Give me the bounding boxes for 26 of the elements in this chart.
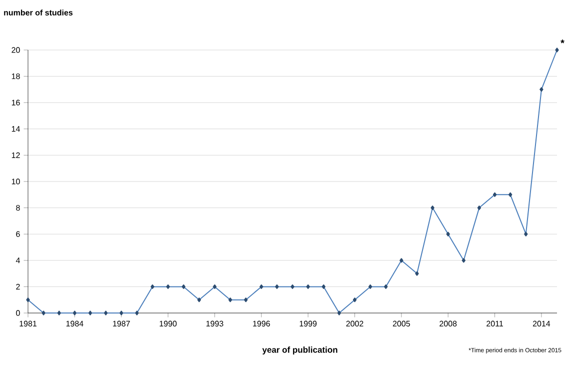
y-tick-label: 16 xyxy=(12,100,20,106)
x-tick-label: 1993 xyxy=(206,320,224,326)
x-tick-label: 2005 xyxy=(392,320,410,326)
y-tick-label: 14 xyxy=(12,126,20,132)
y-tick-label: 20 xyxy=(12,47,20,53)
y-axis-title: number of studies xyxy=(4,10,73,16)
x-tick-label: 1984 xyxy=(66,320,84,326)
x-tick-label: 1999 xyxy=(300,320,317,326)
x-tick-label: 1996 xyxy=(253,320,270,326)
y-tick-label: 6 xyxy=(16,231,20,237)
annotation: * xyxy=(560,40,564,44)
x-tick-label: 1987 xyxy=(113,320,130,326)
x-tick-label: 2011 xyxy=(486,320,503,326)
y-tick-label: 4 xyxy=(16,258,20,264)
x-tick-label: 2002 xyxy=(346,320,364,326)
x-tick-label: 2008 xyxy=(440,320,457,326)
y-tick-label: 10 xyxy=(12,178,20,184)
y-tick-label: 8 xyxy=(16,204,20,211)
x-axis-title: year of publication xyxy=(262,346,338,354)
x-tick-label: 2014 xyxy=(532,320,550,326)
x-tick-label: 1981 xyxy=(20,320,37,326)
y-tick-label: 18 xyxy=(12,73,20,80)
y-tick-label: 0 xyxy=(16,310,20,316)
y-tick-label: 12 xyxy=(12,152,20,158)
y-tick-label: 2 xyxy=(16,284,20,290)
x-tick-label: 1990 xyxy=(160,320,177,326)
